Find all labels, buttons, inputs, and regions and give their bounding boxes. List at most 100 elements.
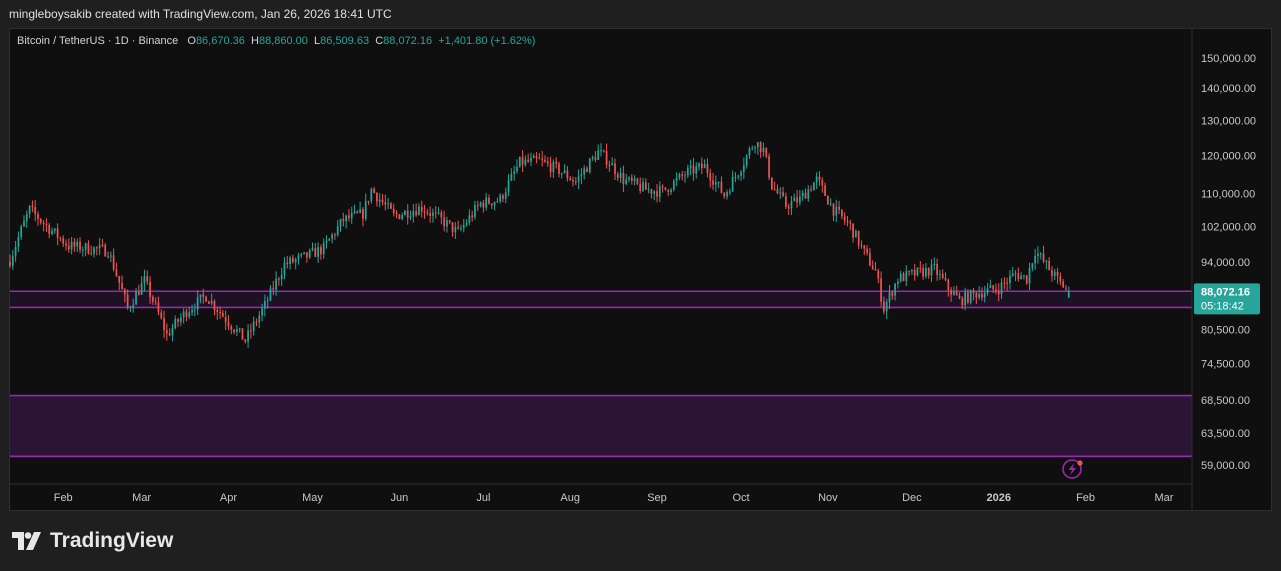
candle-body	[359, 209, 361, 213]
candle-body	[832, 203, 835, 216]
candle-body	[950, 289, 952, 295]
candle-body	[513, 171, 516, 174]
candle-body	[90, 253, 93, 255]
tradingview-logo[interactable]: TradingView	[12, 529, 173, 553]
candle-body	[1059, 276, 1062, 282]
candle-body	[967, 292, 969, 303]
candle-body	[126, 294, 129, 308]
candle-body	[1000, 282, 1003, 295]
y-tick-label: 74,500.00	[1201, 358, 1250, 370]
candle-body	[726, 192, 728, 197]
candle-body	[154, 301, 157, 303]
candle-body	[17, 236, 20, 247]
candle-body	[199, 294, 202, 298]
candle-body	[922, 268, 924, 277]
candle-body	[633, 178, 636, 181]
candle-body	[925, 268, 927, 277]
candle-body	[813, 182, 815, 191]
candle-body	[104, 244, 107, 257]
candle-body	[600, 150, 602, 152]
candle-body	[398, 214, 401, 219]
candle-body	[891, 292, 894, 296]
candle-body	[123, 289, 126, 295]
symbol-label[interactable]: Bitcoin / TetherUS · 1D · Binance	[17, 35, 179, 47]
candle-body	[821, 180, 824, 186]
candle-body	[362, 209, 364, 219]
candle-body	[986, 288, 989, 293]
y-tick-label: 68,500.00	[1201, 395, 1250, 407]
zone-fill[interactable]	[10, 395, 1192, 457]
candle-body	[216, 310, 219, 312]
candle-body	[177, 319, 179, 322]
candle-body	[294, 259, 297, 263]
candle-body	[560, 172, 563, 174]
candle-body	[9, 261, 11, 266]
candle-body	[745, 155, 748, 166]
candle-body	[992, 285, 995, 290]
candle-body	[367, 200, 370, 202]
candle-body	[429, 213, 432, 216]
candle-body	[989, 285, 992, 289]
candle-body	[1037, 253, 1039, 256]
y-tick-label: 120,000.00	[1201, 150, 1256, 162]
alert-lightning-icon[interactable]	[1062, 459, 1083, 479]
candle-body	[650, 189, 653, 194]
candle-body	[670, 189, 672, 193]
candle-body	[566, 170, 569, 179]
candle-body	[782, 192, 784, 197]
candle-body	[574, 181, 577, 183]
candle-body	[353, 211, 356, 213]
x-tick-label: Dec	[902, 492, 922, 504]
candle-body	[109, 255, 112, 257]
candle-body	[843, 216, 846, 222]
y-tick-label: 130,000.00	[1201, 116, 1256, 128]
x-tick-label: Sep	[647, 492, 667, 504]
candle-body	[510, 173, 513, 181]
x-tick-label: Mar	[132, 492, 151, 504]
candle-body	[947, 279, 950, 290]
candle-body	[227, 322, 230, 327]
zone-fill[interactable]	[10, 291, 1192, 308]
candle-body	[667, 189, 670, 193]
candle-body	[356, 211, 359, 213]
candle-body	[426, 212, 429, 214]
candle-body	[143, 276, 146, 284]
candle-body	[686, 167, 689, 176]
x-tick-label: Oct	[732, 492, 749, 504]
y-tick-label: 63,500.00	[1201, 428, 1250, 440]
candle-body	[672, 180, 675, 190]
candle-body	[482, 202, 485, 208]
x-tick-label: Feb	[1076, 492, 1095, 504]
candle-body	[451, 222, 454, 233]
candle-body	[118, 275, 121, 283]
candle-body	[328, 238, 331, 241]
x-tick-label: Jun	[390, 492, 408, 504]
candle-body	[37, 213, 39, 220]
candle-body	[588, 158, 591, 173]
candle-body	[317, 247, 319, 257]
candle-body	[748, 148, 751, 156]
candle-body	[807, 189, 810, 199]
candle-body	[20, 226, 23, 237]
last-price-badge: 88,072.16 05:18:42	[1194, 283, 1260, 315]
high-key: H	[251, 35, 259, 47]
candle-body	[1034, 255, 1037, 264]
candle-body	[233, 329, 235, 333]
candle-body	[437, 212, 440, 214]
candle-body	[897, 281, 899, 284]
candle-body	[112, 255, 115, 270]
candle-body	[163, 318, 165, 331]
candle-body	[829, 203, 832, 205]
candle-body	[535, 156, 538, 159]
candle-body	[395, 213, 398, 215]
candle-body	[202, 294, 205, 297]
candle-body	[622, 172, 625, 184]
close-value: 88,072.16	[383, 35, 433, 47]
candle-body	[765, 147, 768, 157]
candle-body	[390, 203, 392, 209]
candle-body	[191, 309, 193, 313]
candle-body	[636, 178, 639, 184]
candle-body	[630, 177, 633, 181]
candle-body	[230, 326, 233, 330]
